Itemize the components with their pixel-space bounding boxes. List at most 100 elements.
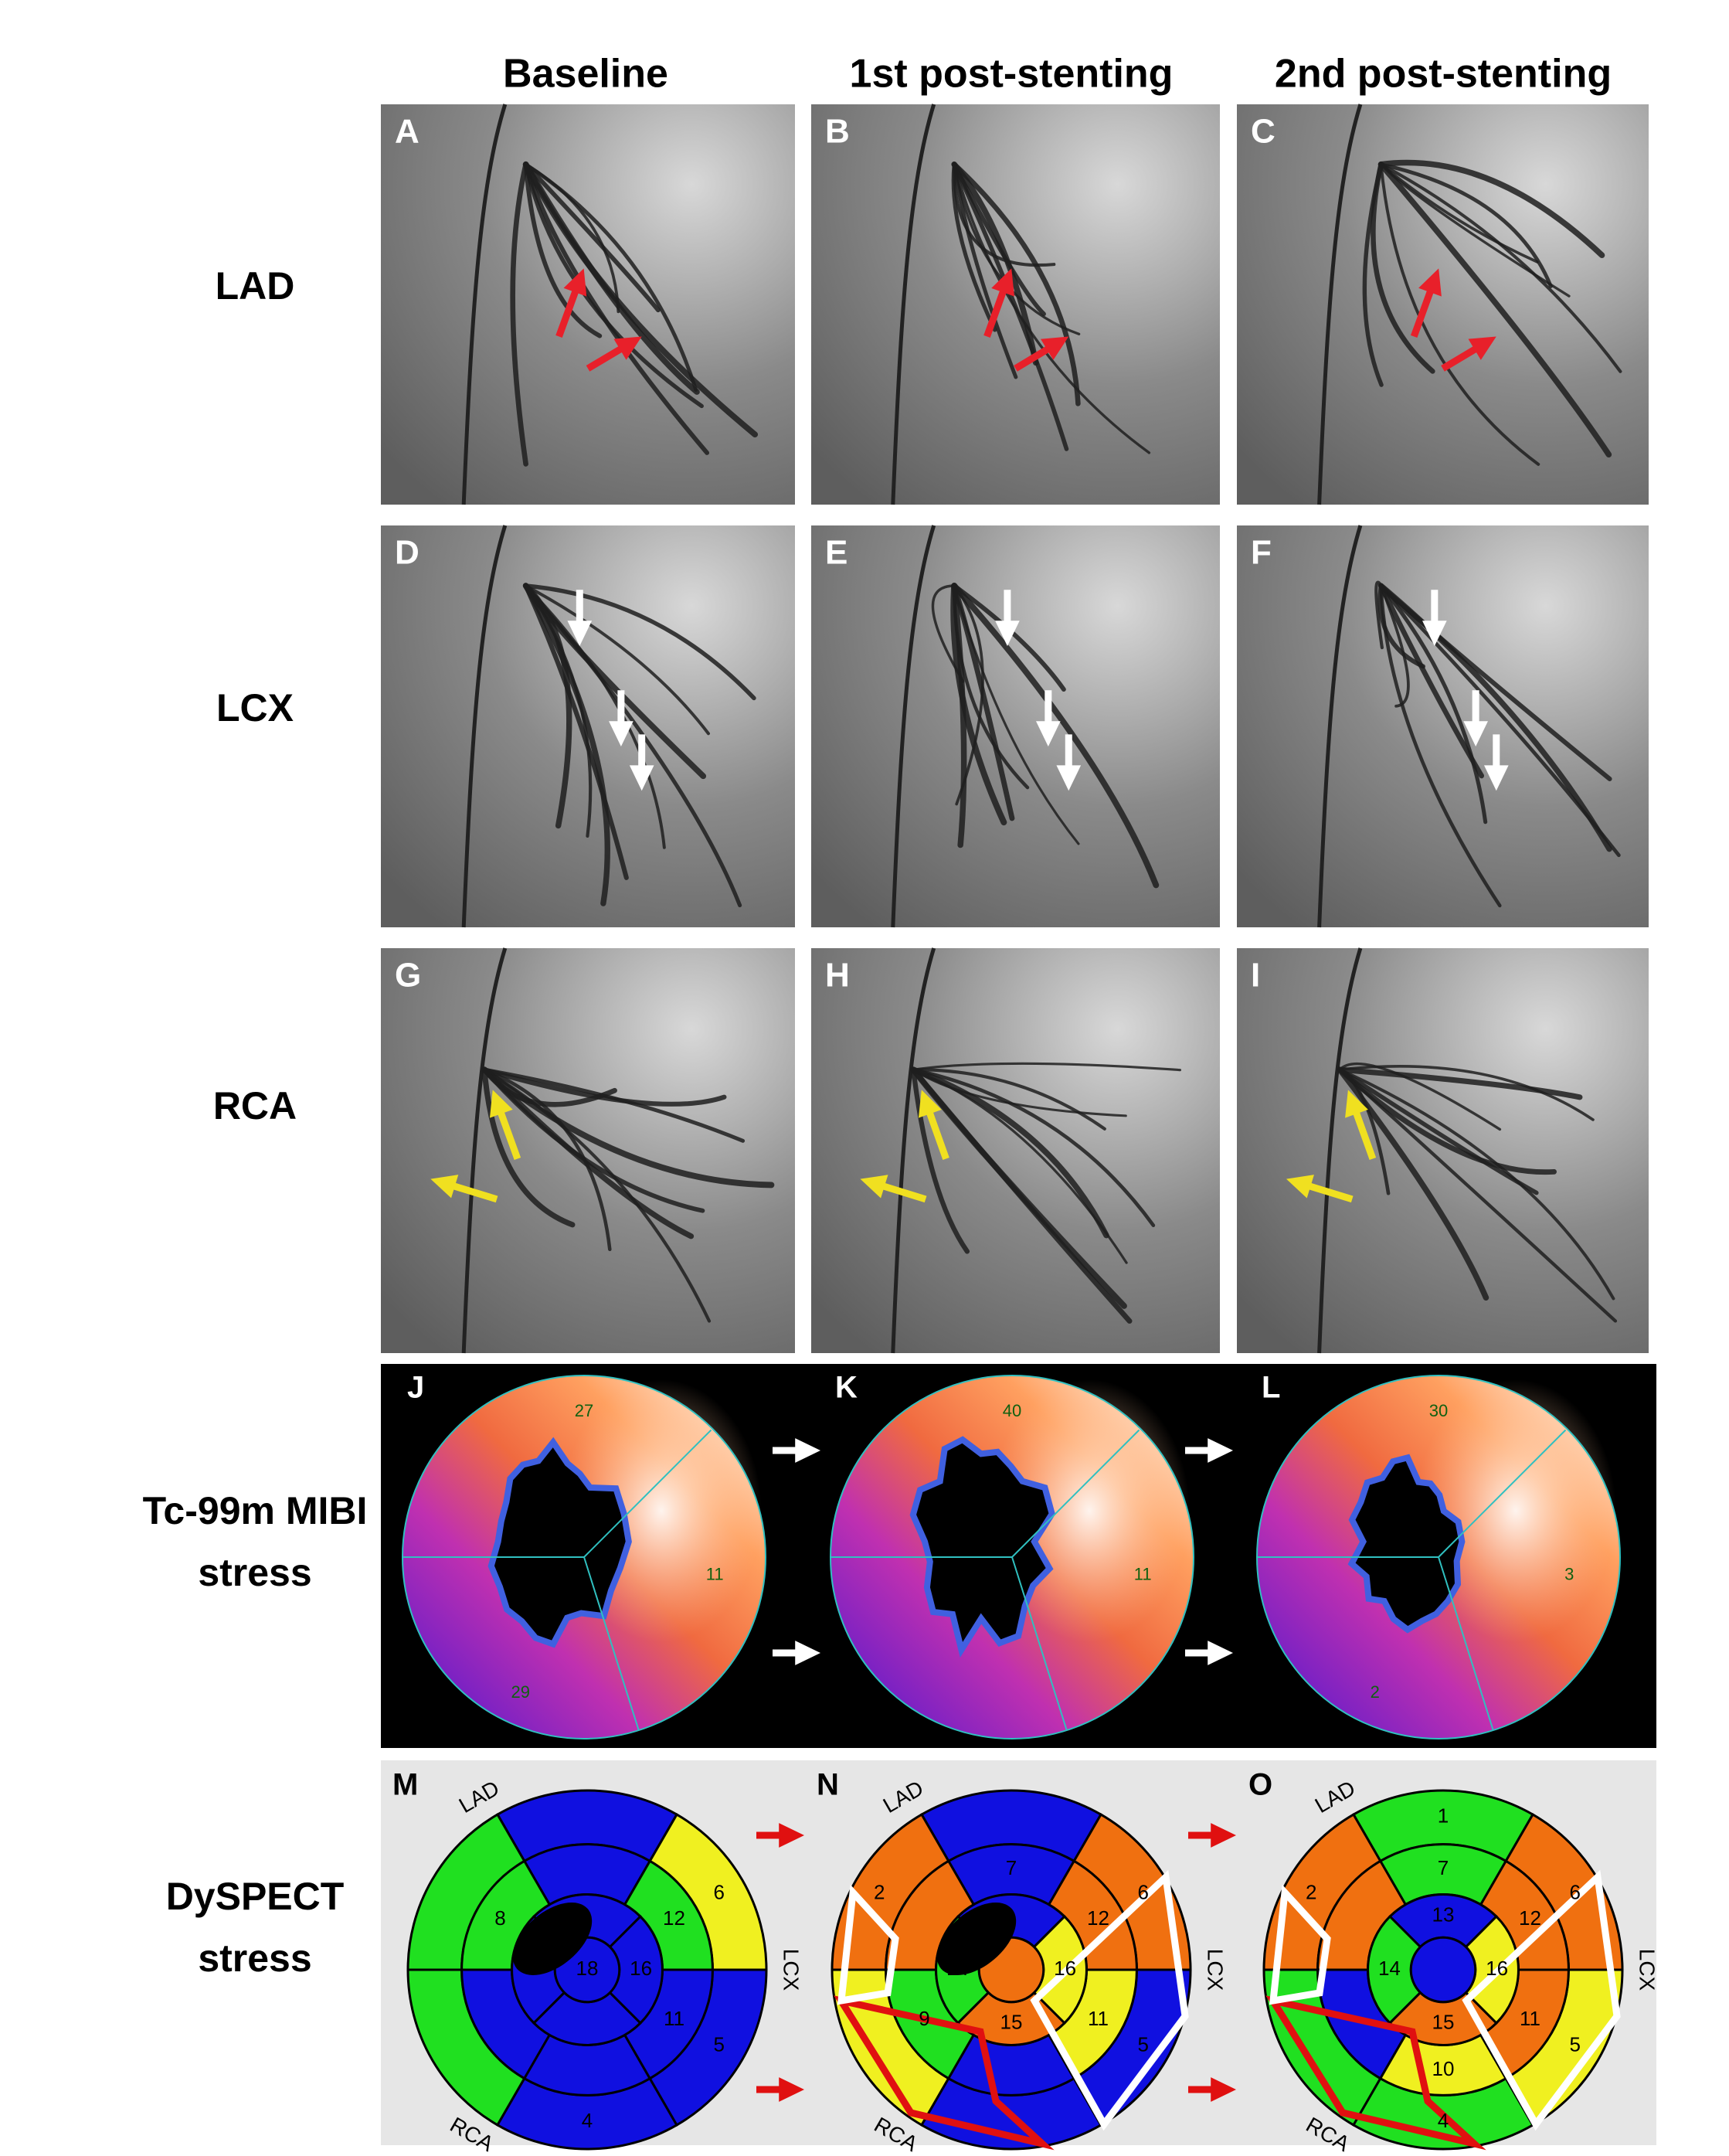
vessel [523, 162, 603, 338]
segment-number: 8 [494, 1906, 505, 1930]
catheter [891, 525, 936, 928]
perfusion-defect [909, 1436, 1055, 1658]
angiogram [1237, 104, 1649, 505]
vessel [951, 583, 1015, 821]
column-header: 2nd post-stenting [1275, 52, 1612, 97]
arrow-head [779, 1823, 804, 1848]
panel-letter: M [392, 1768, 418, 1802]
vessel [482, 1067, 746, 1143]
vessel [1374, 580, 1384, 650]
row-label: DySPECT [166, 1875, 345, 1918]
catheter [1317, 104, 1363, 505]
row-label: LAD [216, 264, 295, 308]
column-header: 1st post-stenting [850, 52, 1174, 97]
segment-number: 6 [714, 1880, 725, 1903]
segment-number: 7 [1438, 1856, 1449, 1879]
vessel [1379, 162, 1539, 264]
angiogram [811, 948, 1220, 1353]
segment-number: 11 [1088, 2007, 1109, 2030]
vessel [523, 583, 629, 880]
arrow-head [613, 336, 642, 360]
panel-letter: O [1248, 1768, 1272, 1802]
arrow [1302, 1180, 1354, 1203]
catheter [1317, 525, 1363, 928]
segment-number: 18 [576, 1957, 599, 1980]
arrow-head [795, 1438, 820, 1463]
arrow-head [629, 765, 654, 791]
arrow-head [1463, 721, 1488, 746]
vessel [524, 584, 710, 736]
row-label: stress [198, 1551, 311, 1594]
vessel [481, 1066, 576, 1228]
segment-number: 5 [714, 2032, 725, 2056]
segment-number: 5 [1570, 2032, 1581, 2056]
territory-label: LCX [780, 1949, 803, 1991]
defect [936, 1903, 1017, 1975]
segment-number: 5 [1138, 2032, 1149, 2056]
panel-letter: F [1251, 534, 1272, 572]
apex [1409, 1936, 1477, 2004]
arrow-head [1041, 336, 1069, 360]
territory-label: LCX [1636, 1949, 1659, 1991]
arrow-head [1286, 1175, 1314, 1199]
vessel [951, 162, 1081, 406]
segment-number: 12 [663, 1906, 685, 1930]
vessel [523, 583, 756, 701]
segment-line [1011, 1556, 1068, 1730]
segment-number: 9 [919, 2007, 929, 2030]
arrow-head [563, 268, 587, 297]
vessel [1338, 1068, 1615, 1301]
arrow-head [860, 1175, 888, 1199]
perfusion-defect [1347, 1454, 1466, 1634]
angiogram [381, 104, 795, 505]
polar-ring [1256, 1375, 1621, 1739]
segment-number: 6 [1138, 1880, 1149, 1903]
column-header: Baseline [503, 52, 668, 97]
vessel [951, 583, 967, 848]
territory-label: LCX [1204, 1949, 1228, 1991]
segment-value: 11 [1134, 1564, 1152, 1583]
catheter [891, 104, 936, 505]
arrow [875, 1181, 927, 1203]
arrow [1350, 1104, 1377, 1161]
segment-number: 16 [630, 1957, 652, 1980]
segment-value: 27 [575, 1401, 593, 1420]
segment-number: 16 [1486, 1957, 1508, 1980]
perfusion-defect [487, 1437, 632, 1648]
segment-number: 7 [1006, 1856, 1017, 1879]
arrow-head [779, 2077, 804, 2102]
angiogram [811, 525, 1220, 927]
vessel [912, 1062, 1182, 1072]
segment-number: 4 [582, 2109, 593, 2132]
segment-line [583, 1556, 640, 1730]
panel-letter: K [835, 1371, 858, 1405]
panel-letter: L [1262, 1371, 1280, 1405]
vessel [953, 162, 1056, 267]
panel-letter: C [1251, 113, 1276, 151]
arrow [924, 1104, 949, 1160]
arrow-head [1211, 1823, 1236, 1848]
panel-letter: E [825, 534, 848, 572]
segment-number: 2 [1306, 1880, 1316, 1903]
arrow-head [1035, 721, 1061, 746]
segment-number: 4 [1438, 2109, 1449, 2132]
row-label: Tc-99m MIBI [143, 1489, 368, 1532]
segment-number: 1 [1438, 1804, 1449, 1828]
vessel [952, 583, 1066, 692]
segment-number: 16 [1054, 1957, 1076, 1980]
panel-letter: I [1251, 957, 1260, 995]
panel-letter: N [817, 1768, 839, 1802]
segment-line [1438, 1429, 1567, 1558]
segment-line [1011, 1429, 1140, 1558]
vessel [524, 583, 742, 908]
vessel [1379, 583, 1488, 825]
angiogram [1237, 948, 1649, 1353]
territory-outline [834, 1995, 1055, 2151]
segment-value: 30 [1429, 1401, 1448, 1420]
segment-number: 11 [1520, 2007, 1540, 2030]
segment-value: 29 [511, 1682, 530, 1702]
segment-number: 13 [1432, 1903, 1455, 1926]
polar-ring [402, 1375, 766, 1739]
arrow-head [1056, 765, 1082, 791]
